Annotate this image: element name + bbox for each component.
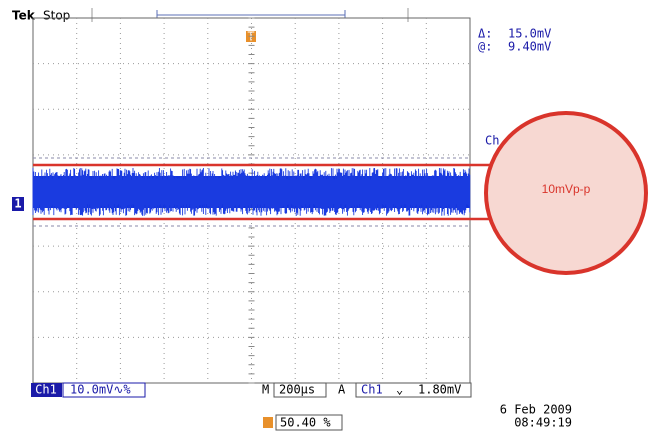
timebase: 200µs xyxy=(279,383,315,397)
timebase-label: M xyxy=(262,383,269,397)
trigger-position-icon xyxy=(263,417,273,428)
trigger-label: A xyxy=(338,383,346,397)
channel-box xyxy=(31,383,62,397)
trigger-position: 50.40 % xyxy=(280,416,331,430)
scale-box xyxy=(62,382,146,398)
time: 08:49:19 xyxy=(514,416,572,430)
channel-marker-label: 1 xyxy=(14,197,21,211)
delta-value: 15.0mV xyxy=(508,27,551,41)
channel-marker xyxy=(12,197,24,211)
brand: Tek xyxy=(12,9,36,23)
timebase-box xyxy=(273,382,327,398)
annotation-text: 10mVp-p xyxy=(542,182,591,196)
delta-label: Δ: xyxy=(478,27,492,41)
trigger-level: 1.80mV xyxy=(418,383,461,397)
record-bracket xyxy=(156,10,346,18)
at-value: 9.40mV xyxy=(508,40,551,54)
footer-scale: 10.0mV∿% xyxy=(70,383,131,397)
trigger-box xyxy=(355,382,472,398)
channel-tag: Ch xyxy=(485,134,499,148)
date: 6 Feb 2009 xyxy=(500,403,572,417)
trigger-slope: ⌄ xyxy=(396,383,403,397)
annotation-circle xyxy=(484,111,648,275)
noise-path xyxy=(32,168,471,216)
noise-trace xyxy=(32,168,471,216)
footer-channel: Ch1 xyxy=(35,383,57,397)
trigger-position-box xyxy=(275,414,343,431)
at-label: @: xyxy=(478,40,492,54)
status: Stop xyxy=(43,9,70,23)
trigger-source: Ch1 xyxy=(361,383,383,397)
